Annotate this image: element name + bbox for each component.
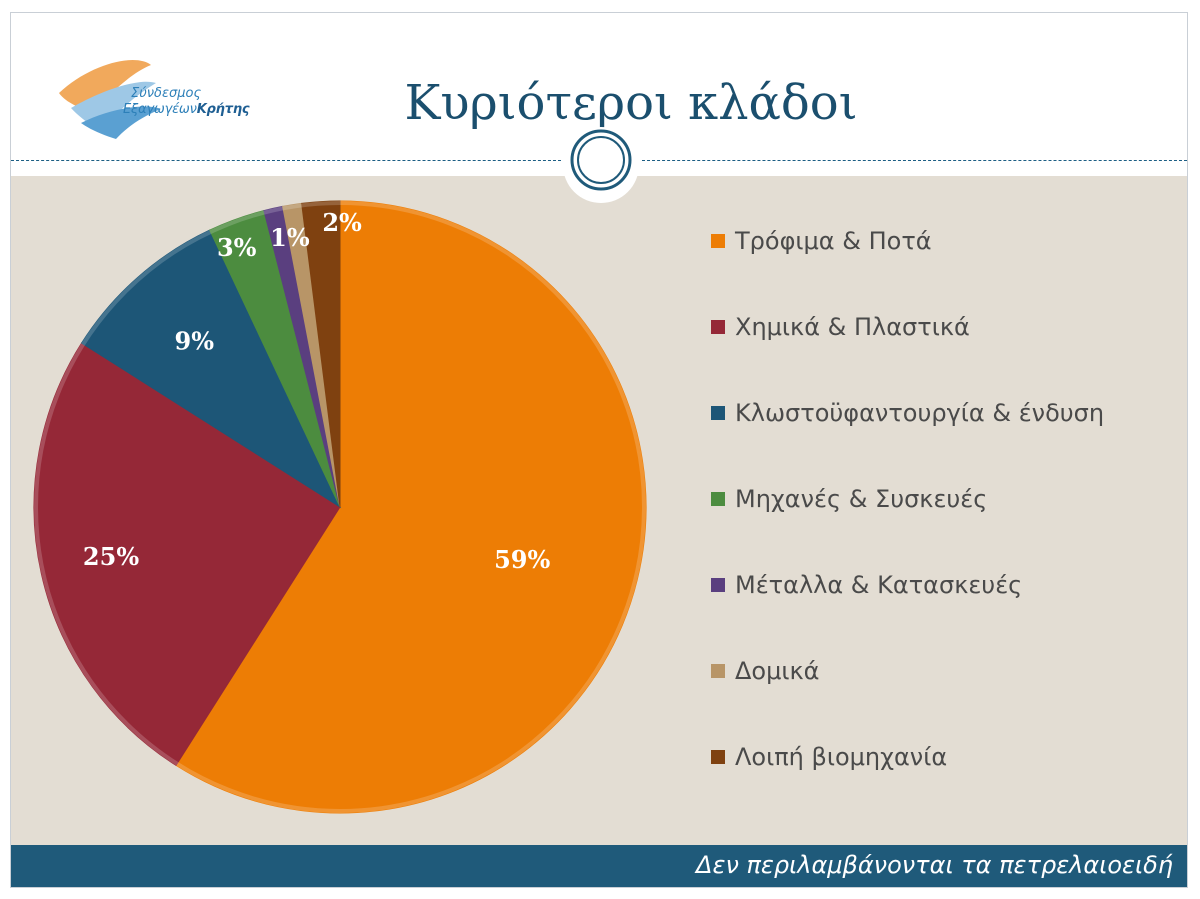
footer-note: Δεν περιλαμβάνονται τα πετρελαιοειδή [696,851,1173,879]
legend-label: Δομικά [735,657,820,685]
pie-slice-3 [80,229,342,509]
pie-slice-label-7: 2% [322,208,362,237]
legend-label: Μέταλλα & Κατασκευές [735,571,1023,599]
legend-swatch [711,406,725,420]
legend-swatch [711,664,725,678]
legend-entry-7: Λοιπή βιομηχανία [711,742,947,772]
legend-label: Λοιπή βιομηχανία [735,743,948,771]
legend-entry-4: Μηχανές & Συσκευές [711,484,987,514]
logo-text-line2: ΕξαγωγέωνΚρήτης [123,102,250,117]
pie-slice-label-4: 3% [217,233,257,262]
slide-title: Κυριότεροι κλάδοι [404,75,858,131]
legend-entry-2: Χημικά & Πλαστικά [711,312,970,342]
legend-swatch [711,320,725,334]
header-divider-right [642,160,1187,161]
pie-edge [34,201,646,813]
legend-entry-6: Δομικά [711,656,819,686]
pie-slice-label-3: 9% [175,327,215,356]
logo-wave-icon [59,60,161,139]
legend-label: Τρόφιμα & Ποτά [735,227,932,255]
header-divider-left [11,160,561,161]
legend-swatch [711,578,725,592]
legend-label: Κλωστοϋφαντουργία & ένδυση [735,399,1105,427]
slide-frame [10,12,1188,888]
pie-slice-2 [33,342,341,767]
legend-entry-5: Μέταλλα & Κατασκευές [711,570,1022,600]
legend-swatch [711,492,725,506]
legend-entry-3: Κλωστοϋφαντουργία & ένδυση [711,398,1104,428]
legend-label: Μηχανές & Συσκευές [735,485,988,513]
pie-slice-1 [175,200,647,814]
pie-slice-label-1: 59% [494,545,550,574]
footer-bar: Δεν περιλαμβάνονται τα πετρελαιοειδή [11,845,1187,887]
pie-slice-label-2: 25% [83,542,139,571]
pie-slice-label-5: 1% [270,223,310,252]
legend-label: Χημικά & Πλαστικά [735,313,970,341]
medallion-ornament-icon [563,127,639,203]
legend-swatch [711,750,725,764]
legend-swatch [711,234,725,248]
pie-slice-7 [301,200,341,508]
legend-entry-1: Τρόφιμα & Ποτά [711,226,932,256]
logo-text-line1: Σύνδεσμος [131,86,202,101]
